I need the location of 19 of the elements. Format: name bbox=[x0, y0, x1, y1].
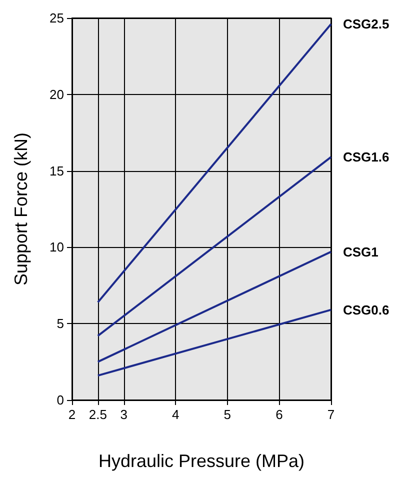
y-tick-label: 5 bbox=[56, 316, 64, 332]
x-tick-label: 4 bbox=[172, 407, 180, 422]
series-label: CSG2.5 bbox=[343, 16, 390, 32]
x-tick-label: 3 bbox=[120, 407, 128, 422]
x-tick-label: 5 bbox=[224, 407, 232, 422]
x-tick-label: 7 bbox=[327, 407, 335, 422]
x-tick-label: 2 bbox=[68, 407, 76, 422]
x-tick-label: 6 bbox=[276, 407, 283, 422]
y-tick-label: 10 bbox=[50, 240, 64, 255]
x-tick-label: 2.5 bbox=[88, 407, 107, 422]
y-axis-title: Support Force (kN) bbox=[11, 132, 31, 286]
series-label: CSG1.6 bbox=[343, 150, 390, 165]
series-label: CSG1 bbox=[343, 244, 378, 260]
y-tick-label: 15 bbox=[50, 163, 64, 178]
y-tick-label: 20 bbox=[50, 86, 64, 102]
x-axis-title: Hydraulic Pressure (MPa) bbox=[98, 451, 305, 471]
y-tick-label: 25 bbox=[50, 10, 64, 26]
series-label: CSG0.6 bbox=[343, 302, 390, 318]
y-tick-label: 0 bbox=[56, 392, 64, 408]
